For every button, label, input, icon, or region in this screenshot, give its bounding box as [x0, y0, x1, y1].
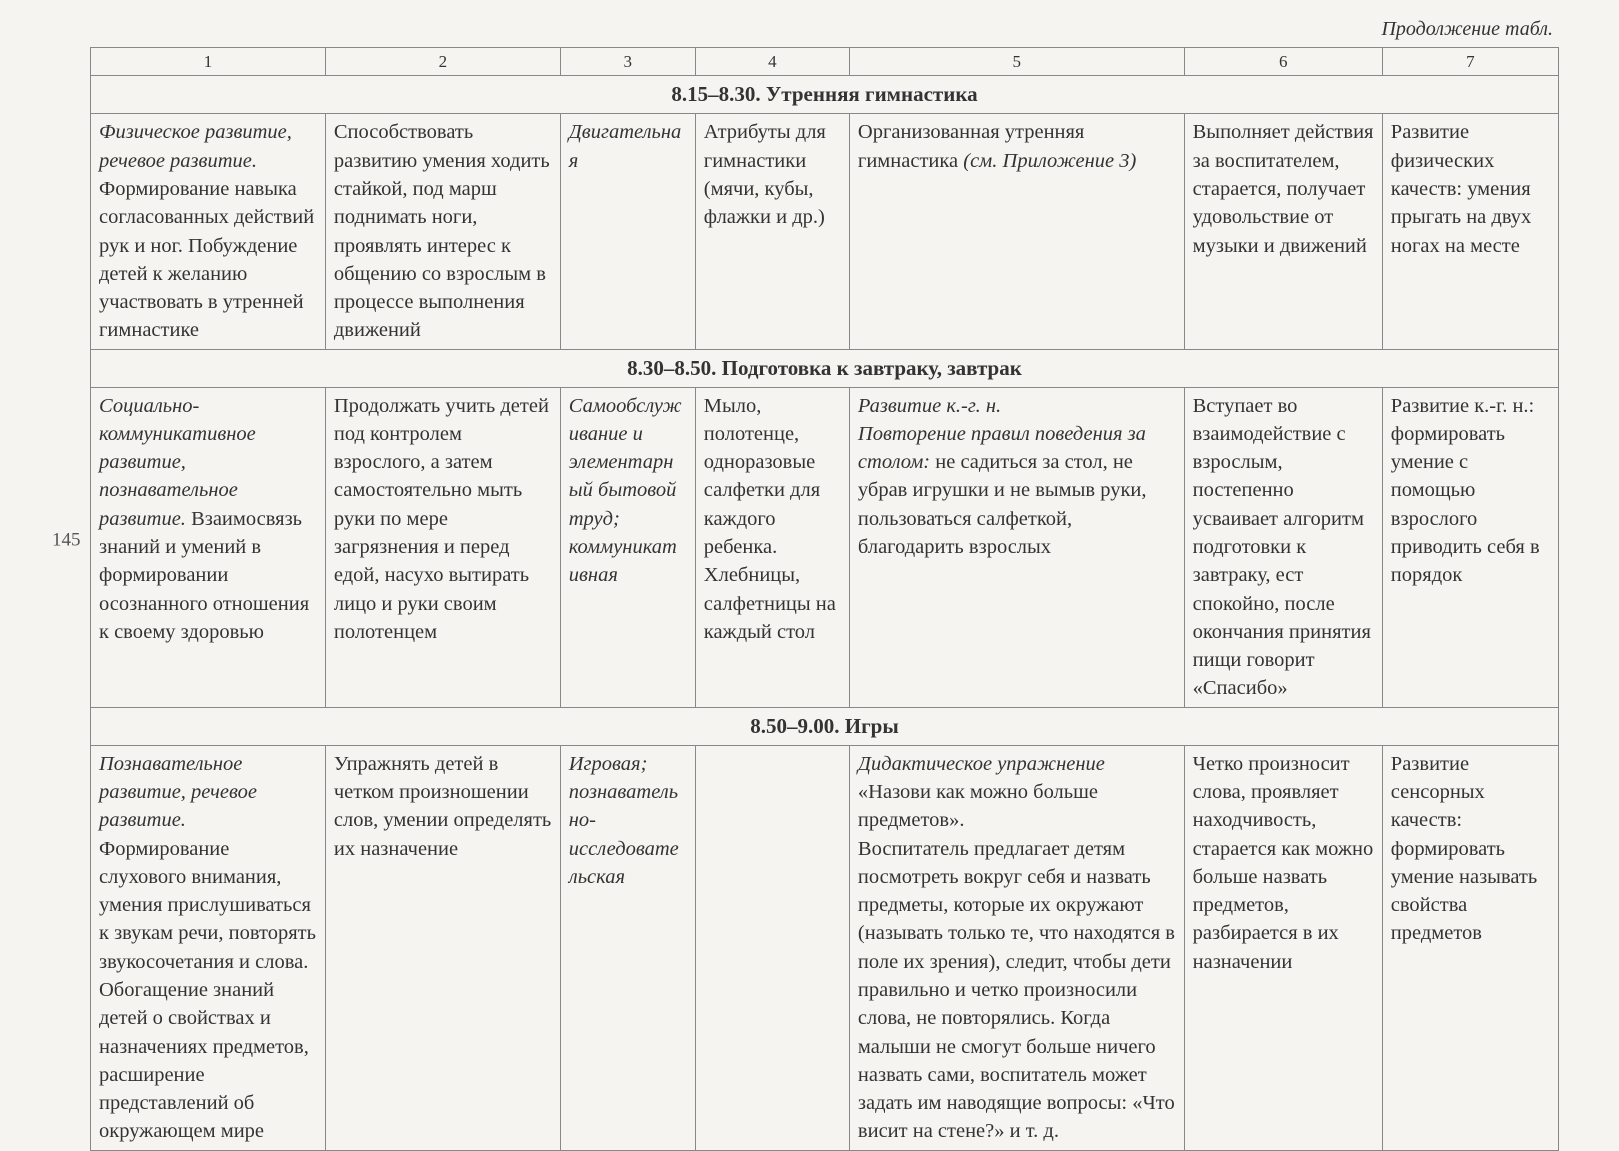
column-number-row: 1234567 — [91, 48, 1559, 76]
cell-col5: Организованная утренняя гимнастика (см. … — [849, 114, 1184, 349]
table-row: Познавательное развитие, речевое развити… — [91, 745, 1559, 1150]
cell-col1: Социально-коммуникативное развитие, позн… — [91, 387, 326, 707]
cell-col4: Атрибуты для гимнастики (мячи, кубы, фла… — [695, 114, 849, 349]
cell-col3: Самообслуживание и элементарный бытовой … — [560, 387, 695, 707]
cell-col4 — [695, 745, 849, 1150]
cell-col5: Развитие к.-г. н.Повторение правил повед… — [849, 387, 1184, 707]
cell-col7: Развитие сенсорных качеств: формировать … — [1382, 745, 1558, 1150]
column-number: 5 — [849, 48, 1184, 76]
section-header: 8.50–9.00. Игры — [91, 707, 1559, 745]
page-number: 145 — [52, 531, 81, 550]
cell-col6: Вступает во взаимодействие с взрослым, п… — [1184, 387, 1382, 707]
section-header: 8.30–8.50. Подготовка к завтраку, завтра… — [91, 349, 1559, 387]
cell-col6: Четко произносит слова, проявляет находч… — [1184, 745, 1382, 1150]
table-row: Социально-коммуникативное развитие, позн… — [91, 387, 1559, 707]
cell-col7: Развитие к.-г. н.: формировать умение с … — [1382, 387, 1558, 707]
cell-col4: Мыло, полотенце, одноразовые салфетки дл… — [695, 387, 849, 707]
table-row: Физическое развитие, речевое развитие. Ф… — [91, 114, 1559, 349]
column-number: 4 — [695, 48, 849, 76]
page: 145 Продолжение табл. 1234567 8.15–8.30.… — [0, 0, 1619, 1080]
cell-col3: Двигательная — [560, 114, 695, 349]
cell-col2: Продолжать учить детей под контролем взр… — [325, 387, 560, 707]
cell-col7: Развитие физических качеств: умения прыг… — [1382, 114, 1558, 349]
cell-col6: Выполняет действия за воспитателем, стар… — [1184, 114, 1382, 349]
column-number: 6 — [1184, 48, 1382, 76]
cell-col2: Способствовать развитию умения ходить ст… — [325, 114, 560, 349]
table-continuation-label: Продолжение табл. — [90, 18, 1559, 41]
cell-col1: Физическое развитие, речевое развитие. Ф… — [91, 114, 326, 349]
schedule-table: 1234567 8.15–8.30. Утренняя гимнастикаФи… — [90, 47, 1559, 1151]
cell-col2: Упражнять детей в четком произношении сл… — [325, 745, 560, 1150]
column-number: 1 — [91, 48, 326, 76]
cell-col1: Познавательное развитие, речевое развити… — [91, 745, 326, 1150]
cell-col3: Игровая; познавательно-исследовательская — [560, 745, 695, 1150]
column-number: 2 — [325, 48, 560, 76]
section-header: 8.15–8.30. Утренняя гимнастика — [91, 76, 1559, 114]
column-number: 7 — [1382, 48, 1558, 76]
cell-col5: Дидактическое упражнение «Назови как мож… — [849, 745, 1184, 1150]
column-number: 3 — [560, 48, 695, 76]
